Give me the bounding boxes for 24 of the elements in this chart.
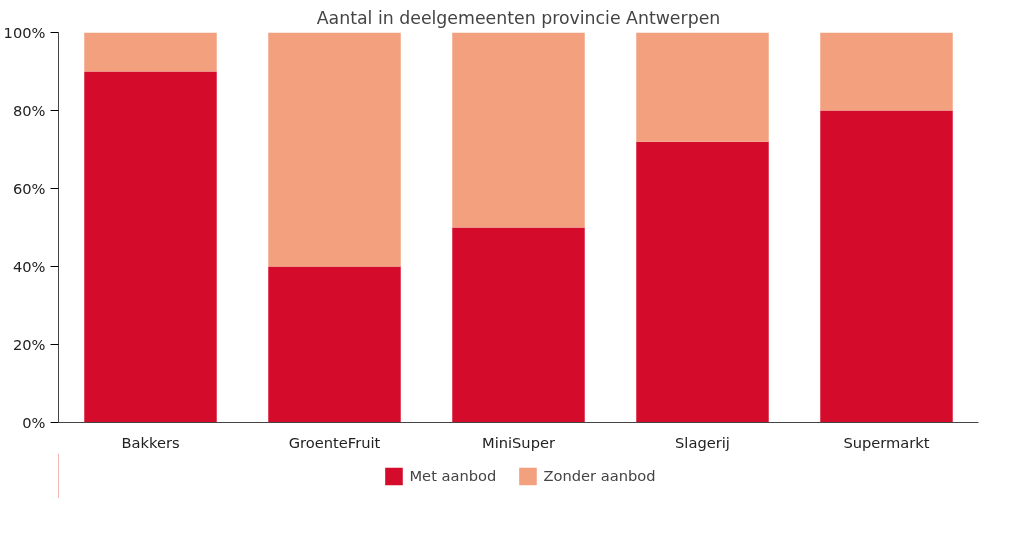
y-tick-label: 0%: [22, 414, 46, 431]
x-tick-label: Bakkers: [121, 433, 180, 451]
bar: [268, 32, 401, 267]
bar: [84, 71, 217, 423]
bar: [820, 32, 953, 111]
y-tick-label: 60%: [12, 180, 46, 197]
y-tick-label: 20%: [12, 336, 46, 353]
bar: [268, 266, 401, 423]
bar: [636, 141, 769, 423]
x-tick-label: Supermarkt: [843, 433, 930, 451]
x-tick-label: GroenteFruit: [288, 433, 381, 451]
bar: [84, 32, 217, 72]
x-tick-label: MiniSuper: [481, 433, 556, 451]
y-tick-label: 40%: [12, 258, 46, 275]
y-tick-label: 100%: [3, 24, 46, 41]
x-tick-label: Slagerij: [675, 433, 730, 451]
bar: [452, 227, 585, 423]
y-tick-label: 80%: [12, 102, 46, 119]
bar: [636, 32, 769, 142]
chart-title: Aantal in deelgemeenten provincie Antwerpen: [316, 7, 721, 28]
legend-label: Zonder aanbod: [543, 467, 656, 484]
legend-label: Met aanbod: [409, 467, 497, 484]
bar: [452, 32, 585, 228]
bar: [820, 110, 953, 423]
